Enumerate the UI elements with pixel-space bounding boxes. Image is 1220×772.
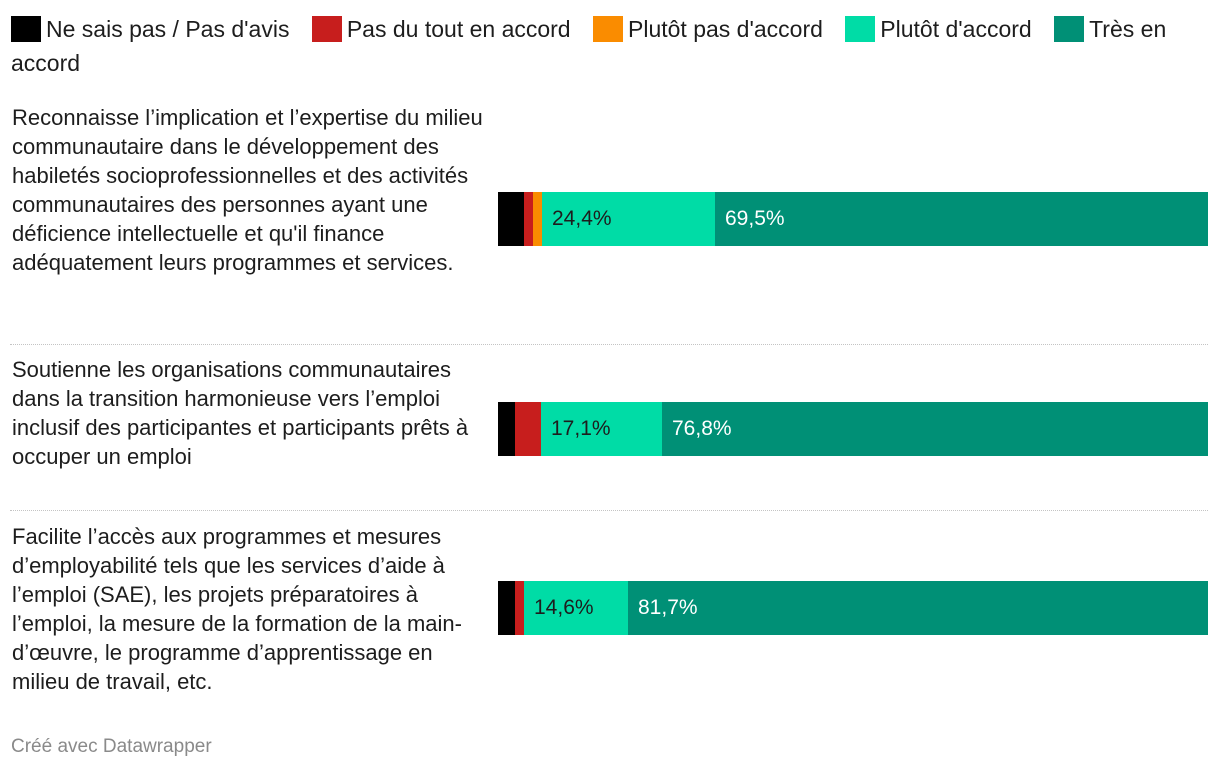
bar-segment <box>524 192 533 246</box>
data-label: 24,4% <box>552 207 612 230</box>
data-label: 69,5% <box>725 207 785 230</box>
chart-legend: Ne sais pas / Pas d'avis Pas du tout en … <box>11 12 1206 80</box>
bar-row: 17,1% 76,8% <box>498 402 1208 456</box>
legend-swatch <box>593 16 623 42</box>
legend-label: Pas du tout en accord <box>346 16 571 42</box>
bar-segment <box>498 402 515 456</box>
bar-segment <box>498 581 515 635</box>
bar-segment: 76,8% <box>662 402 1208 456</box>
legend-swatch <box>1054 16 1085 42</box>
legend-label: Plutôt d'accord <box>880 16 1032 42</box>
legend-swatch <box>11 16 41 42</box>
bar-row: 14,6% 81,7% <box>498 581 1208 635</box>
row-divider <box>10 510 1208 511</box>
data-label: 17,1% <box>551 417 611 440</box>
bar-segment: 17,1% <box>541 402 662 456</box>
bar-segment: 81,7% <box>628 581 1208 635</box>
row-label: Facilite l’accès aux programmes et mesur… <box>12 524 462 694</box>
bar-segment: 14,6% <box>524 581 628 635</box>
legend-item: Ne sais pas / Pas d'avis <box>11 16 289 42</box>
row-label: Reconnaisse l’implication et l’expertise… <box>12 105 483 275</box>
data-label: 81,7% <box>638 596 698 619</box>
bar-segment <box>515 402 541 456</box>
row-divider <box>10 344 1208 345</box>
legend-item: Plutôt d'accord <box>845 16 1032 42</box>
data-label: 76,8% <box>672 417 732 440</box>
legend-label: Plutôt pas d'accord <box>628 16 823 42</box>
bar-segment: 69,5% <box>715 192 1208 246</box>
legend-item: Très en accord <box>11 16 1166 76</box>
bar-segment <box>533 192 542 246</box>
legend-label: Ne sais pas / Pas d'avis <box>46 16 290 42</box>
row-label: Soutienne les organisations communautair… <box>12 357 469 469</box>
legend-label: Très en accord <box>11 16 1167 76</box>
legend-item: Pas du tout en accord <box>311 16 571 42</box>
legend-item: Plutôt pas d'accord <box>593 16 823 42</box>
legend-swatch <box>845 16 876 42</box>
bar-segment: 24,4% <box>542 192 715 246</box>
legend-swatch <box>311 16 342 42</box>
footer-credit: Créé avec Datawrapper <box>11 736 212 757</box>
bar-row: 24,4% 69,5% <box>498 192 1208 246</box>
bar-segment <box>498 192 524 246</box>
bar-segment <box>515 581 524 635</box>
data-label: 14,6% <box>534 596 594 619</box>
